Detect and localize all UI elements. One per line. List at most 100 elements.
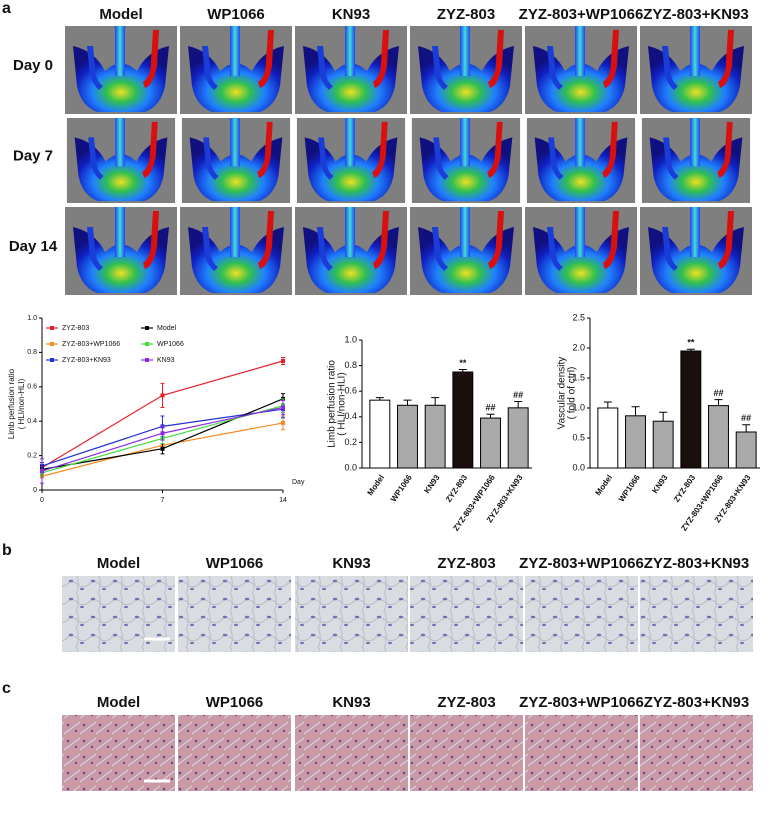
y-tick-label: 1.5	[572, 372, 585, 382]
he-image	[640, 715, 753, 791]
column-header: ZYZ-803+KN93	[644, 694, 749, 711]
legend-label: ZYZ-803	[62, 325, 89, 332]
laser-image	[641, 118, 751, 203]
x-tick-label: 7	[161, 497, 165, 504]
bar	[735, 431, 757, 469]
significance-label: **	[687, 338, 695, 348]
laser-image	[296, 118, 406, 203]
marker	[160, 446, 165, 451]
x-tick-label: KN93	[650, 473, 669, 495]
error-bar	[603, 401, 612, 408]
column-header: KN93	[332, 694, 370, 711]
bar	[680, 350, 702, 469]
y-tick-label: 1.0	[27, 315, 37, 322]
marker	[281, 405, 285, 410]
significance-label: **	[459, 358, 467, 368]
error-bar	[659, 411, 668, 422]
bar	[507, 407, 529, 469]
significance-label: ##	[713, 388, 723, 398]
y-tick-label: 0.5	[572, 432, 585, 442]
column-header: ZYZ-803+WP1066	[519, 555, 644, 572]
bar	[397, 404, 418, 469]
marker	[160, 431, 165, 436]
laser-image	[525, 207, 637, 295]
bar	[652, 420, 674, 469]
y-tick-label: 0.0	[344, 462, 357, 472]
x-tick-label: WP1066	[389, 473, 414, 504]
legend-label: Model	[157, 325, 177, 332]
y-tick-label: 0.2	[344, 437, 357, 447]
laser-image	[65, 207, 177, 295]
laser-image	[65, 26, 177, 114]
x-tick-label: KN93	[422, 473, 441, 495]
legend-marker	[145, 358, 149, 362]
column-header: Model	[99, 6, 142, 23]
column-header: ZYZ-803	[437, 694, 495, 711]
he-image	[295, 715, 408, 791]
panel-label: c	[2, 680, 11, 697]
error-bar	[742, 424, 751, 432]
column-header: Model	[97, 694, 140, 711]
marker	[160, 393, 165, 398]
bar	[369, 399, 391, 469]
x-tick-label: Model	[366, 473, 387, 497]
x-tick-label: 14	[279, 497, 287, 504]
x-tick-label: ZYZ-803	[444, 473, 470, 504]
legend-marker	[50, 342, 54, 346]
ihc-image	[295, 576, 408, 652]
y-axis-label: Limb perfusion ratio	[327, 360, 338, 448]
he-image	[178, 715, 291, 791]
y-tick-label: 0.4	[27, 418, 37, 425]
y-tick-label: 1.0	[572, 402, 585, 412]
he-image	[410, 715, 523, 791]
y-tick-label: 0.4	[344, 411, 357, 421]
legend-label: ZYZ-803+WP1066	[62, 341, 120, 348]
column-header: ZYZ-803	[437, 6, 495, 23]
he-image	[62, 715, 175, 791]
laser-image	[66, 118, 176, 203]
column-header: ZYZ-803+WP1066	[519, 6, 644, 23]
laser-image	[525, 26, 637, 114]
ihc-image	[178, 576, 291, 652]
y-axis-label: Vascular density	[557, 357, 568, 430]
error-bar	[514, 400, 523, 408]
legend-label: ZYZ-803+KN93	[62, 357, 111, 364]
laser-image	[180, 26, 292, 114]
bar	[597, 407, 619, 469]
laser-image	[410, 26, 522, 114]
y-tick-label: 0.8	[344, 360, 357, 370]
column-header: ZYZ-803+WP1066	[519, 694, 644, 711]
ihc-image	[525, 576, 638, 652]
laser-image	[411, 118, 521, 203]
error-bar	[431, 397, 440, 406]
row-label: Day 14	[9, 238, 58, 255]
x-tick-label: Model	[594, 473, 615, 497]
significance-label: ##	[485, 403, 495, 413]
x-tick-label: WP1066	[617, 473, 642, 504]
he-image	[525, 715, 638, 791]
y-tick-label: 0.8	[27, 349, 37, 356]
y-tick-label: 0.6	[344, 386, 357, 396]
laser-image	[181, 118, 291, 203]
y-tick-label: 1.0	[344, 334, 357, 344]
x-tick-label: 0	[40, 497, 44, 504]
marker	[40, 469, 44, 474]
bar	[625, 415, 646, 469]
column-header: KN93	[332, 6, 370, 23]
legend-label: KN93	[157, 357, 175, 364]
error-bar	[403, 399, 412, 406]
laser-image	[526, 118, 636, 203]
column-header: ZYZ-803	[437, 555, 495, 572]
bar	[424, 404, 446, 469]
significance-label: ##	[513, 390, 523, 400]
legend-label: WP1066	[157, 341, 184, 348]
laser-image	[640, 207, 752, 295]
column-header: WP1066	[206, 694, 264, 711]
laser-image	[295, 26, 407, 114]
row-label: Day 7	[13, 147, 53, 164]
y-tick-label: 0.0	[572, 462, 585, 472]
ihc-image	[640, 576, 753, 652]
laser-image	[180, 207, 292, 295]
